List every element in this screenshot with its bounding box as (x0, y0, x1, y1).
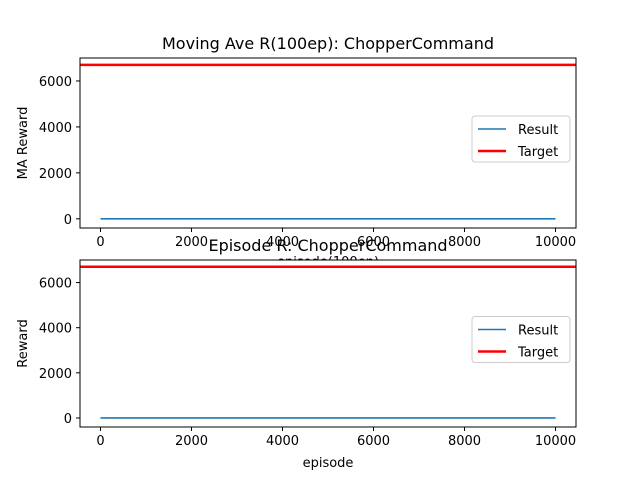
y-tick-label: 4000 (39, 322, 72, 337)
y-tick-label: 0 (64, 213, 72, 228)
legend-label-result: Result (518, 324, 558, 339)
y-axis-label: Reward (16, 319, 31, 367)
legend-label-target: Target (517, 145, 558, 160)
x-tick-label: 2000 (175, 434, 208, 449)
y-tick-label: 0 (64, 412, 72, 427)
x-tick-label: 2000 (175, 235, 208, 250)
y-tick-label: 6000 (39, 75, 72, 90)
chart-title: Moving Ave R(100ep): ChopperCommand (162, 34, 494, 53)
x-tick-label: 10000 (535, 235, 576, 250)
x-tick-label: 0 (96, 434, 104, 449)
x-tick-label: 8000 (448, 434, 481, 449)
axes-frame (79, 259, 577, 428)
x-tick-label: 10000 (535, 434, 576, 449)
y-tick-label: 2000 (39, 367, 72, 382)
ma-reward-chart: 02000400060008000100000200040006000episo… (16, 34, 577, 270)
x-tick-label: 4000 (266, 235, 299, 250)
chart-title: Episode R: ChopperCommand (208, 236, 447, 255)
legend-label-result: Result (518, 123, 558, 138)
x-tick-label: 6000 (357, 235, 390, 250)
y-axis-label: MA Reward (16, 107, 31, 180)
x-tick-label: 4000 (266, 434, 299, 449)
legend-label-target: Target (517, 346, 558, 361)
episode-reward-chart: 0 2000 4000 6000 8000 100000200040006000episo… (16, 236, 577, 471)
y-tick-label: 6000 (39, 277, 72, 292)
axes-frame (79, 57, 577, 229)
x-axis-label: episode (303, 456, 354, 471)
x-tick-label: 8000 (448, 235, 481, 250)
x-tick-label: 6000 (357, 434, 390, 449)
y-tick-label: 2000 (39, 167, 72, 182)
y-tick-label: 4000 (39, 121, 72, 136)
x-tick-label: 0 (96, 235, 104, 250)
